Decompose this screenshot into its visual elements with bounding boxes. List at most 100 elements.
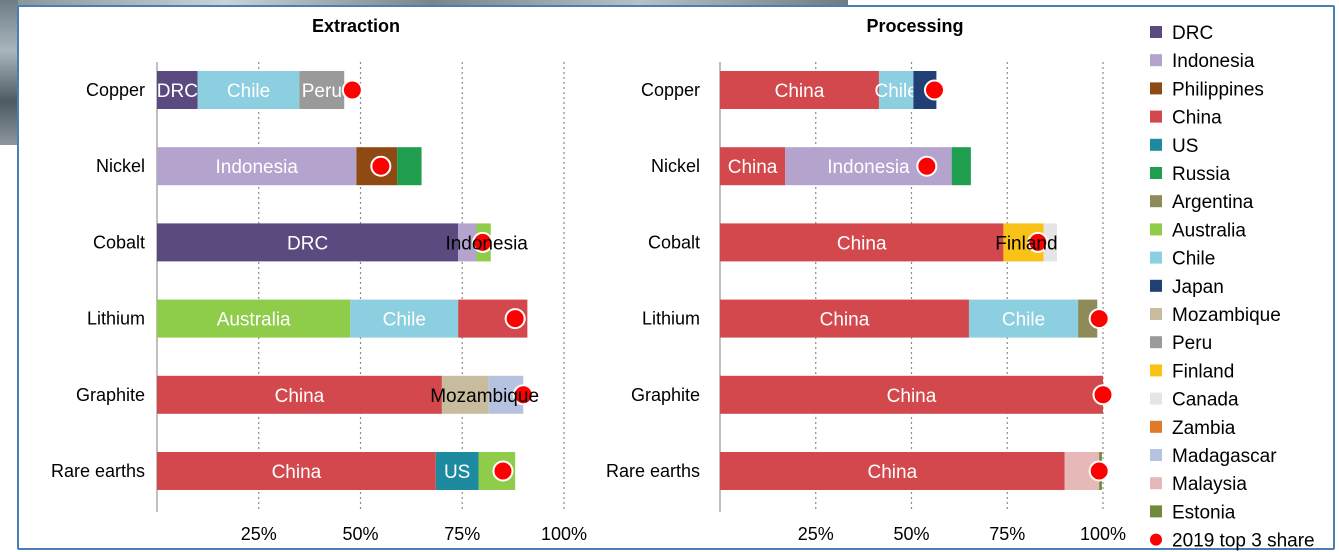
segment-label: Chile xyxy=(875,81,918,102)
category-label-copper: Copper xyxy=(641,80,700,100)
legend-swatch-finland xyxy=(1150,364,1162,377)
legend-swatch-estonia xyxy=(1150,505,1162,518)
segment-label: China xyxy=(272,462,322,483)
legend-label: Argentina xyxy=(1172,192,1254,213)
bar-segment-lithium-chile xyxy=(350,299,459,338)
segment-label: Chile xyxy=(383,310,426,331)
bar-segment-rare-earths-us xyxy=(435,452,479,490)
overlay-label: Indonesia xyxy=(445,233,528,254)
segment-label: China xyxy=(820,310,870,331)
legend-label: Australia xyxy=(1172,220,1246,241)
category-label-copper: Copper xyxy=(86,80,145,100)
x-tick-label: 25% xyxy=(798,524,834,544)
bar-segment-lithium-chile xyxy=(968,299,1079,338)
legend-swatch-argentina xyxy=(1150,195,1162,208)
bar-segment-graphite-china xyxy=(720,375,1103,414)
category-label-rare-earths: Rare earths xyxy=(51,461,145,481)
extraction-title: Extraction xyxy=(312,16,400,36)
legend-swatch-malaysia xyxy=(1150,477,1162,490)
segment-label: Indonesia xyxy=(827,157,910,178)
top3-share-marker-rare-earths xyxy=(1088,460,1110,482)
bar-segment-nickel-indonesia xyxy=(157,147,357,186)
legend-label: Estonia xyxy=(1172,502,1236,523)
legend-swatch-japan xyxy=(1150,279,1162,292)
x-tick-label: 50% xyxy=(342,524,378,544)
top3-share-marker-cobalt xyxy=(472,231,494,253)
bar-segment-cobalt-drc xyxy=(157,223,459,262)
legend-label: Malaysia xyxy=(1172,474,1247,495)
legend-swatch-chile xyxy=(1150,251,1162,264)
overlay-label: Mozambique xyxy=(430,386,539,407)
top3-share-marker-nickel xyxy=(370,155,392,177)
legend: DRC Indonesia Philippines China US Russia Arge… xyxy=(1150,23,1315,552)
bar-segment-nickel-china xyxy=(720,147,786,186)
category-label-nickel: Nickel xyxy=(651,156,700,176)
legend-swatch-philippines xyxy=(1150,82,1162,95)
segment-label: China xyxy=(728,157,778,178)
x-tick-label: 75% xyxy=(989,524,1025,544)
segment-label: China xyxy=(775,81,825,102)
bar-segment-copper-chile xyxy=(878,71,914,109)
chart-frame xyxy=(17,5,1335,550)
processing-panel: Processing 25% 50% 75% 100% Copper China Chile N… xyxy=(606,16,1126,544)
top3-share-marker-rare-earths xyxy=(492,460,514,482)
legend-label: Canada xyxy=(1172,390,1239,411)
top3-share-marker-lithium xyxy=(504,308,526,330)
legend-swatch-peru xyxy=(1150,336,1162,349)
top3-share-marker-graphite xyxy=(1092,384,1114,406)
bar-segment-lithium-australia xyxy=(157,299,351,338)
top3-share-marker-graphite xyxy=(512,384,534,406)
legend-label: China xyxy=(1172,108,1222,129)
top3-share-marker-cobalt xyxy=(1027,231,1049,253)
segment-label: China xyxy=(275,386,325,407)
segment-label: US xyxy=(444,462,470,483)
legend-swatch-madagascar xyxy=(1150,449,1162,461)
category-label-nickel: Nickel xyxy=(96,156,145,176)
category-label-rare-earths: Rare earths xyxy=(606,461,700,481)
legend-label: Finland xyxy=(1172,361,1234,382)
legend-marker-top3 xyxy=(1150,533,1162,546)
legend-label: Russia xyxy=(1172,164,1231,185)
top3-share-marker-copper xyxy=(341,79,363,101)
segment-label: Chile xyxy=(1002,310,1045,331)
bar-segment-copper-chile xyxy=(197,71,300,109)
overlay-label: Finland xyxy=(995,233,1057,254)
legend-swatch-russia xyxy=(1150,167,1162,179)
legend-label: US xyxy=(1172,136,1198,157)
category-label-cobalt: Cobalt xyxy=(648,232,700,252)
bar-segment-copper-drc xyxy=(157,71,198,109)
x-tick-label: 25% xyxy=(241,524,277,544)
segment-label: DRC xyxy=(157,81,198,102)
extraction-panel: Extraction 25% 50% 75% 100% Copper DRC Chile Per… xyxy=(51,16,587,544)
bar-segment-cobalt-canada xyxy=(1043,223,1058,262)
bar-segment-copper-peru xyxy=(299,71,345,109)
segment-label: China xyxy=(837,233,887,254)
legend-label: Chile xyxy=(1172,249,1215,270)
legend-swatch-china xyxy=(1150,110,1162,123)
bar-segment-nickel-russia xyxy=(951,147,971,186)
legend-label: Philippines xyxy=(1172,79,1264,100)
category-label-lithium: Lithium xyxy=(642,309,700,329)
legend-label: Zambia xyxy=(1172,418,1236,439)
bar-segment-copper-china xyxy=(720,71,879,109)
x-tick-label: 75% xyxy=(444,524,480,544)
category-label-lithium: Lithium xyxy=(87,309,145,329)
legend-label: Madagascar xyxy=(1172,446,1277,467)
legend-swatch-indonesia xyxy=(1150,54,1162,67)
background-photo-strip xyxy=(0,0,18,145)
segment-label: Australia xyxy=(217,310,291,331)
bar-segment-cobalt-indonesia xyxy=(458,223,477,262)
legend-swatch-mozambique xyxy=(1150,308,1162,320)
legend-label: 2019 top 3 share xyxy=(1172,531,1315,552)
category-label-graphite: Graphite xyxy=(76,385,145,405)
top3-share-marker-lithium xyxy=(1088,308,1110,330)
bar-segment-graphite-mozambique xyxy=(441,375,489,414)
background-photo-edge xyxy=(18,0,848,6)
segment-label: China xyxy=(868,462,918,483)
legend-swatch-canada xyxy=(1150,392,1162,405)
segment-label: Chile xyxy=(227,81,270,102)
processing-title: Processing xyxy=(866,16,963,36)
legend-swatch-drc xyxy=(1150,26,1162,38)
bar-segment-rare-earths-china xyxy=(157,452,436,490)
